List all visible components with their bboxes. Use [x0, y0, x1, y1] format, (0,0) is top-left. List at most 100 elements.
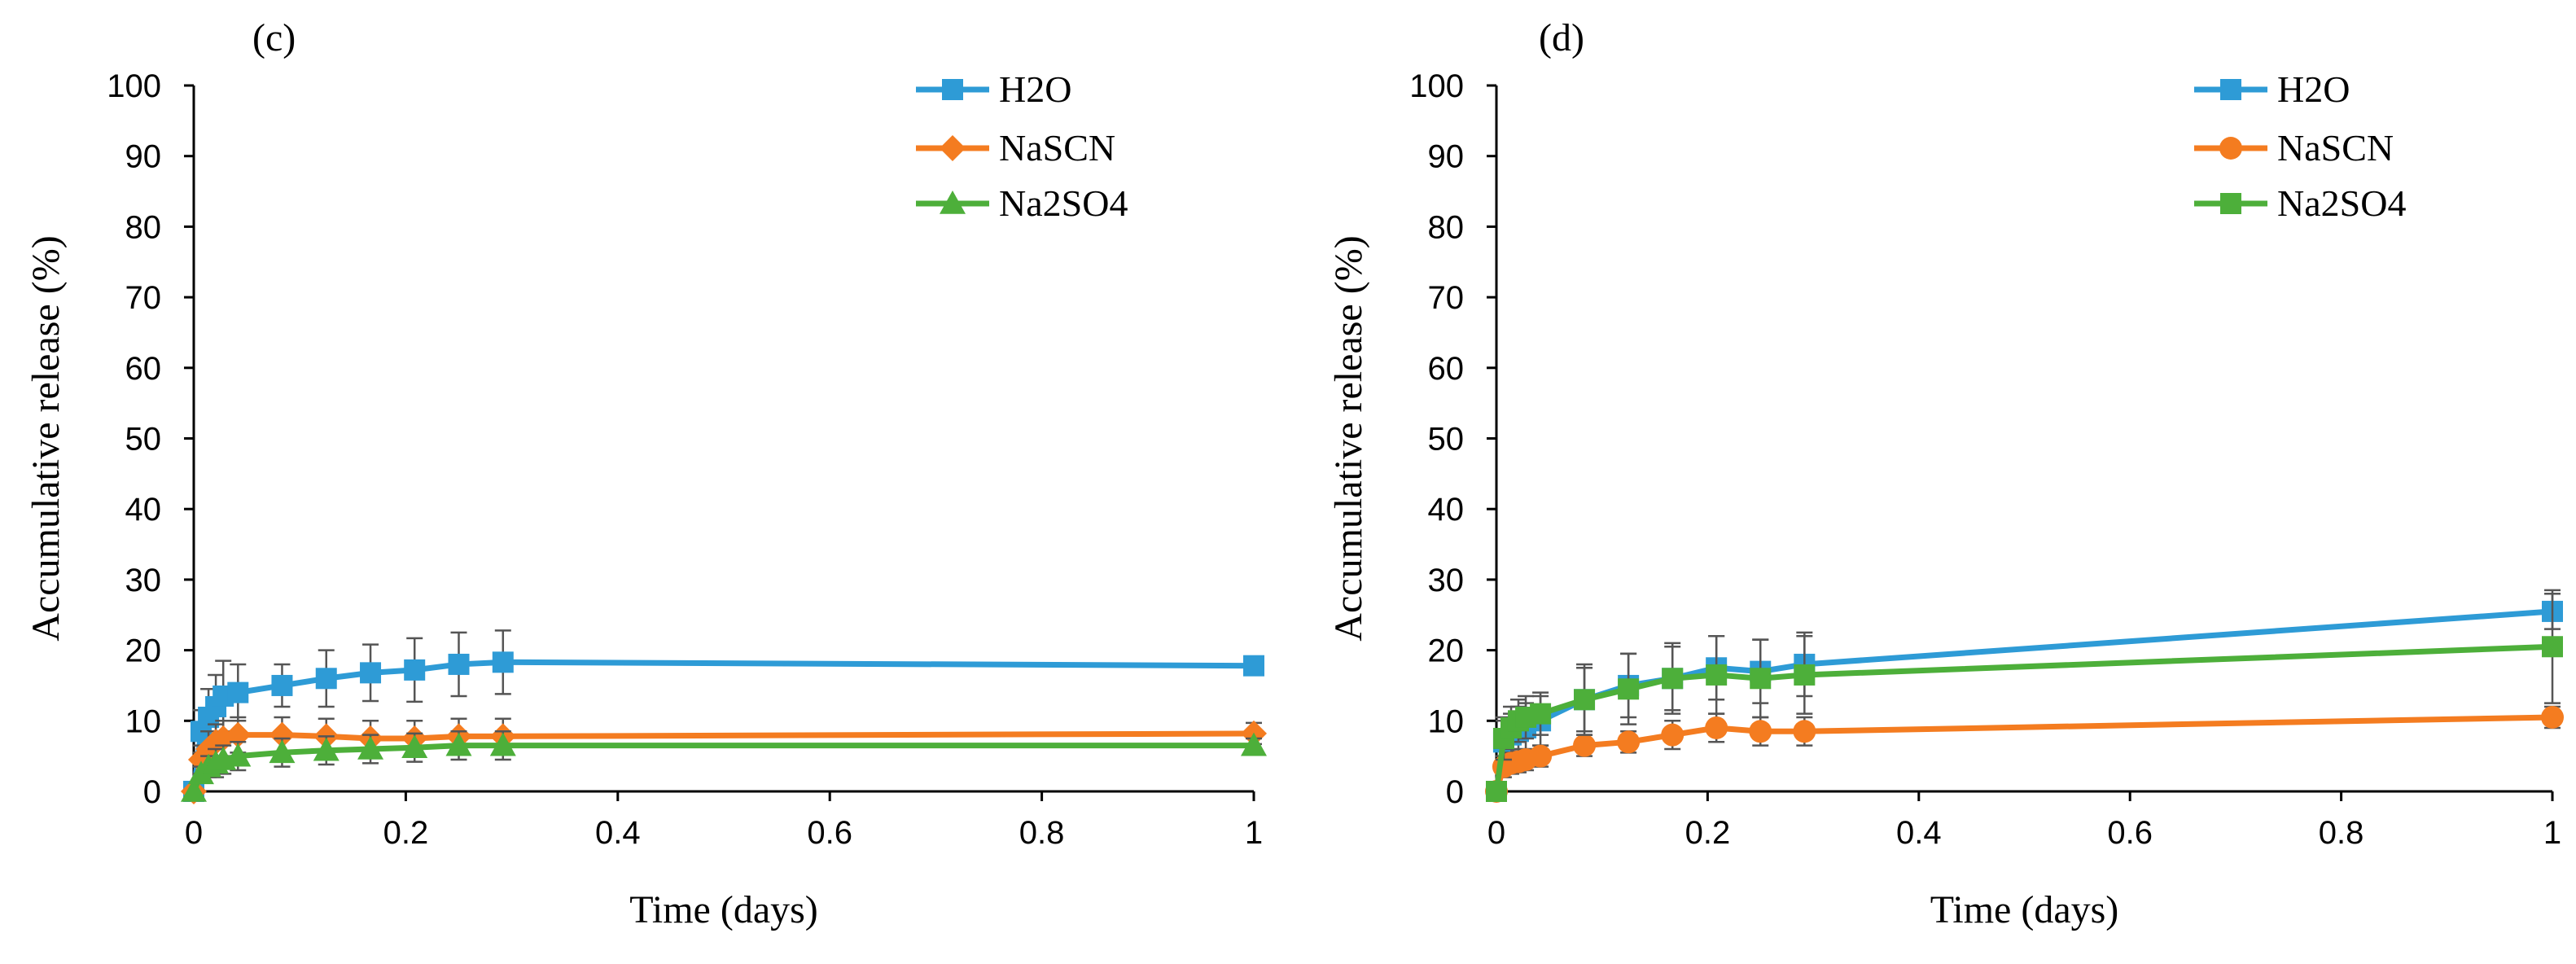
- series-h2o: [183, 629, 1264, 802]
- legend-label: Na2SO4: [2277, 182, 2406, 224]
- data-point: [2542, 636, 2563, 658]
- legend-label: H2O: [999, 68, 1071, 110]
- y-tick-label: 100: [107, 68, 161, 104]
- chart-panel-c: 0 10 20 30 40 50 60 70 80 90 100 0 0.2 0.4 0.6 0.8 1 Time…: [24, 16, 1267, 931]
- series-line: [1493, 714, 2553, 792]
- y-tick-label: 60: [1428, 351, 1465, 387]
- y-tick-label: 60: [125, 351, 162, 387]
- legend-label: NaSCN: [999, 127, 1115, 169]
- y-tick-label: 20: [1428, 633, 1465, 669]
- legend-label: NaSCN: [2277, 127, 2394, 169]
- x-tick-label: 0: [1487, 815, 1505, 851]
- y-tick-label: 80: [1428, 209, 1465, 245]
- y-tick-label: 70: [1428, 280, 1465, 316]
- y-tick-label: 10: [1428, 703, 1465, 739]
- series-line: [191, 743, 1254, 793]
- x-tick-label: 0.6: [807, 815, 852, 851]
- chart-panel-d: 0 10 20 30 40 50 60 70 80 90 100 0 0.2 0.4 0.6 0.8 1 Time…: [1327, 16, 2564, 931]
- x-tick-label: 1: [2543, 815, 2561, 851]
- y-tick-label: 90: [1428, 139, 1465, 175]
- y-tick-label: 80: [125, 209, 162, 245]
- data-point: [1793, 720, 1816, 743]
- y-axis-label: Accumulative release (%): [24, 235, 68, 641]
- data-point: [1529, 744, 1553, 768]
- legend-marker: [940, 135, 966, 161]
- series-nascn: [1485, 705, 2564, 803]
- legend-marker: [940, 191, 966, 214]
- data-point: [445, 732, 472, 756]
- y-tick-label: 70: [125, 280, 162, 316]
- y-tick-label: 30: [125, 563, 162, 598]
- data-point: [404, 659, 426, 681]
- x-axis-label: Time (days): [1930, 888, 2119, 931]
- x-tick-label: 0.8: [1019, 815, 1065, 851]
- x-tick-label: 0.2: [1685, 815, 1731, 851]
- data-point: [1530, 703, 1552, 725]
- y-tick-label: 40: [1428, 492, 1465, 528]
- panel-label: (d): [1539, 16, 1584, 59]
- series-na2so4: [1486, 589, 2563, 802]
- data-point: [2541, 705, 2564, 729]
- y-tick-label: 0: [143, 774, 161, 810]
- data-point: [1706, 664, 1728, 686]
- data-point: [1794, 664, 1816, 686]
- data-point: [357, 735, 384, 760]
- data-point: [1574, 689, 1596, 711]
- data-point: [401, 734, 428, 759]
- x-tick-label: 0.8: [2319, 815, 2364, 851]
- data-point: [1617, 730, 1641, 754]
- data-point: [1618, 678, 1640, 700]
- x-tick-label: 0.2: [383, 815, 429, 851]
- series-line: [1493, 608, 2553, 792]
- y-tick-label: 20: [125, 633, 162, 669]
- data-point: [181, 778, 207, 802]
- x-tick-label: 0.6: [2107, 815, 2153, 851]
- x-tick-label: 0.4: [595, 815, 641, 851]
- y-tick-label: 50: [1428, 422, 1465, 458]
- legend-label: Na2SO4: [999, 182, 1128, 224]
- legend-marker: [2220, 79, 2241, 100]
- data-point: [489, 732, 516, 756]
- x-tick-label: 1: [1245, 815, 1263, 851]
- data-point: [492, 651, 514, 673]
- data-point: [1705, 716, 1728, 739]
- data-point: [225, 743, 252, 767]
- data-point: [360, 662, 382, 684]
- y-tick-label: 50: [125, 422, 162, 458]
- y-tick-label: 100: [1409, 68, 1464, 104]
- x-tick-label: 0.4: [1896, 815, 1942, 851]
- y-tick-label: 0: [1446, 774, 1464, 810]
- data-point: [448, 653, 470, 675]
- data-point: [1573, 734, 1597, 757]
- data-point: [1662, 668, 1684, 690]
- data-point: [313, 737, 340, 761]
- y-tick-label: 30: [1428, 563, 1465, 598]
- data-point: [1241, 732, 1267, 756]
- data-point: [1661, 723, 1684, 747]
- series-line: [191, 659, 1255, 792]
- data-point: [1486, 781, 1507, 802]
- data-point: [269, 739, 296, 764]
- data-point: [1243, 655, 1264, 677]
- x-tick-label: 0: [185, 815, 203, 851]
- y-axis-label: Accumulative release (%): [1327, 235, 1370, 641]
- data-point: [1750, 668, 1772, 690]
- data-point: [227, 681, 249, 703]
- y-tick-label: 10: [125, 703, 162, 739]
- data-point: [315, 668, 337, 690]
- y-tick-label: 40: [125, 492, 162, 528]
- panel-label: (c): [252, 16, 296, 59]
- data-point: [271, 674, 293, 696]
- legend-marker: [2220, 193, 2241, 214]
- x-axis-label: Time (days): [629, 888, 818, 931]
- series-line: [191, 730, 1255, 792]
- legend-label: H2O: [2277, 68, 2350, 110]
- y-tick-label: 90: [125, 139, 162, 175]
- legend-marker: [942, 79, 963, 100]
- data-point: [269, 721, 296, 748]
- data-point: [1749, 720, 1772, 743]
- series-h2o: [1486, 592, 2563, 802]
- legend-marker: [2219, 137, 2242, 160]
- series-na2so4: [181, 730, 1267, 802]
